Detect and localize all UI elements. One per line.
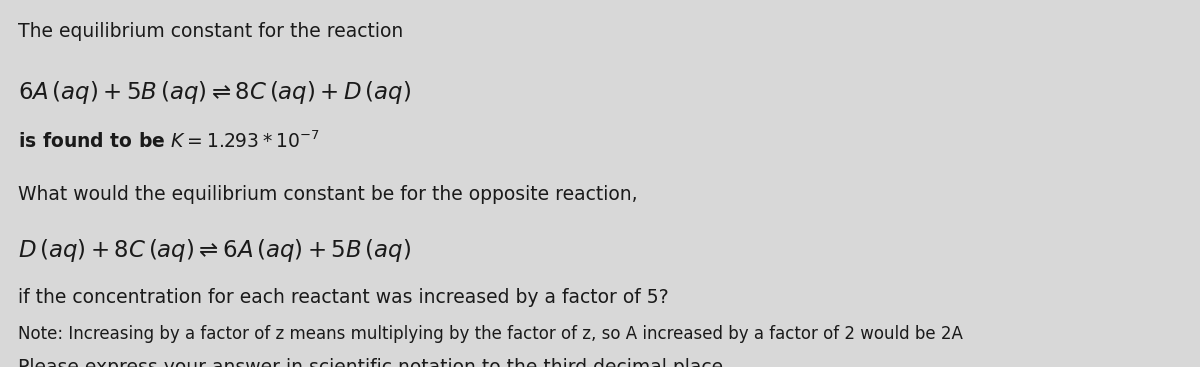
Text: is found to be $K = 1.293 * 10^{-7}$: is found to be $K = 1.293 * 10^{-7}$	[18, 130, 319, 152]
Text: $D\,\mathit{(aq)} + 8C\,\mathit{(aq)} \rightleftharpoons 6A\,\mathit{(aq)} + 5B\: $D\,\mathit{(aq)} + 8C\,\mathit{(aq)} \r…	[18, 237, 412, 264]
Text: if the concentration for each reactant was increased by a factor of 5?: if the concentration for each reactant w…	[18, 288, 668, 307]
Text: Please express your answer in scientific notation to the third decimal place: Please express your answer in scientific…	[18, 358, 724, 367]
Text: The equilibrium constant for the reaction: The equilibrium constant for the reactio…	[18, 22, 403, 41]
Text: Note: Increasing by a factor of z means multiplying by the factor of z, so A inc: Note: Increasing by a factor of z means …	[18, 325, 962, 343]
Text: What would the equilibrium constant be for the opposite reaction,: What would the equilibrium constant be f…	[18, 185, 637, 204]
Text: $6A\,\mathit{(aq)} + 5B\,\mathit{(aq)} \rightleftharpoons 8C\,\mathit{(aq)} + D\: $6A\,\mathit{(aq)} + 5B\,\mathit{(aq)} \…	[18, 79, 412, 106]
